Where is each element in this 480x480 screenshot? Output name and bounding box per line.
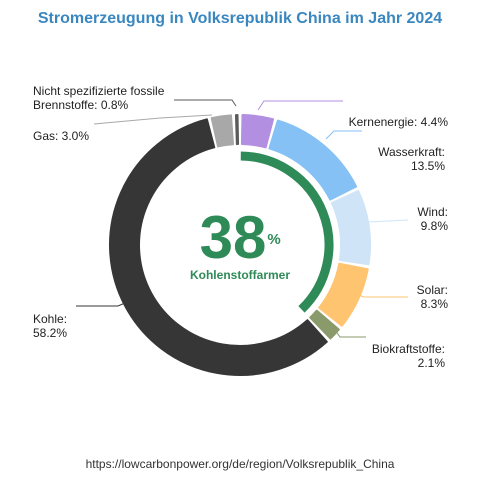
slice-wasserkraft <box>268 119 358 201</box>
slice-solar <box>318 262 369 327</box>
slice-label: Biokraftstoffe: 2.1% <box>372 342 445 370</box>
slice-label: Kohle: 58.2% <box>33 312 67 340</box>
slice-label: Nicht spezifizierte fossile Brennstoffe: … <box>33 84 165 112</box>
center-unit: % <box>267 231 280 248</box>
low-carbon-arc <box>240 151 334 313</box>
slice-kohle <box>109 118 328 376</box>
leader-line <box>174 99 237 107</box>
slice-label: Gas: 3.0% <box>33 129 89 143</box>
center-label: Kohlenstoffarmer <box>190 268 290 282</box>
leader-line <box>332 326 366 338</box>
slice-label: Solar: 8.3% <box>417 283 449 311</box>
slice-gas <box>210 114 234 148</box>
slice-label: Kernenergie: 4.4% <box>349 115 449 129</box>
leader-line <box>257 100 343 111</box>
slice-kernenergie <box>240 114 275 149</box>
slice-biokraftstoffe <box>309 309 340 340</box>
leader-line <box>76 302 126 307</box>
leader-line <box>368 219 409 223</box>
center-value: 38 <box>200 204 267 271</box>
leader-line <box>325 130 362 140</box>
slice-nicht-spezifizierte-fossile-brennstoffe <box>234 114 240 146</box>
leader-line <box>93 114 213 125</box>
slice-label: Wasserkraft: 13.5% <box>378 145 445 173</box>
slice-label: Wind: 9.8% <box>417 205 448 233</box>
chart-title: Stromerzeugung in Volksrepublik China im… <box>37 10 443 27</box>
leader-line <box>355 293 408 298</box>
source-url: https://lowcarbonpower.org/de/region/Vol… <box>85 457 395 471</box>
slice-wind <box>330 190 371 266</box>
